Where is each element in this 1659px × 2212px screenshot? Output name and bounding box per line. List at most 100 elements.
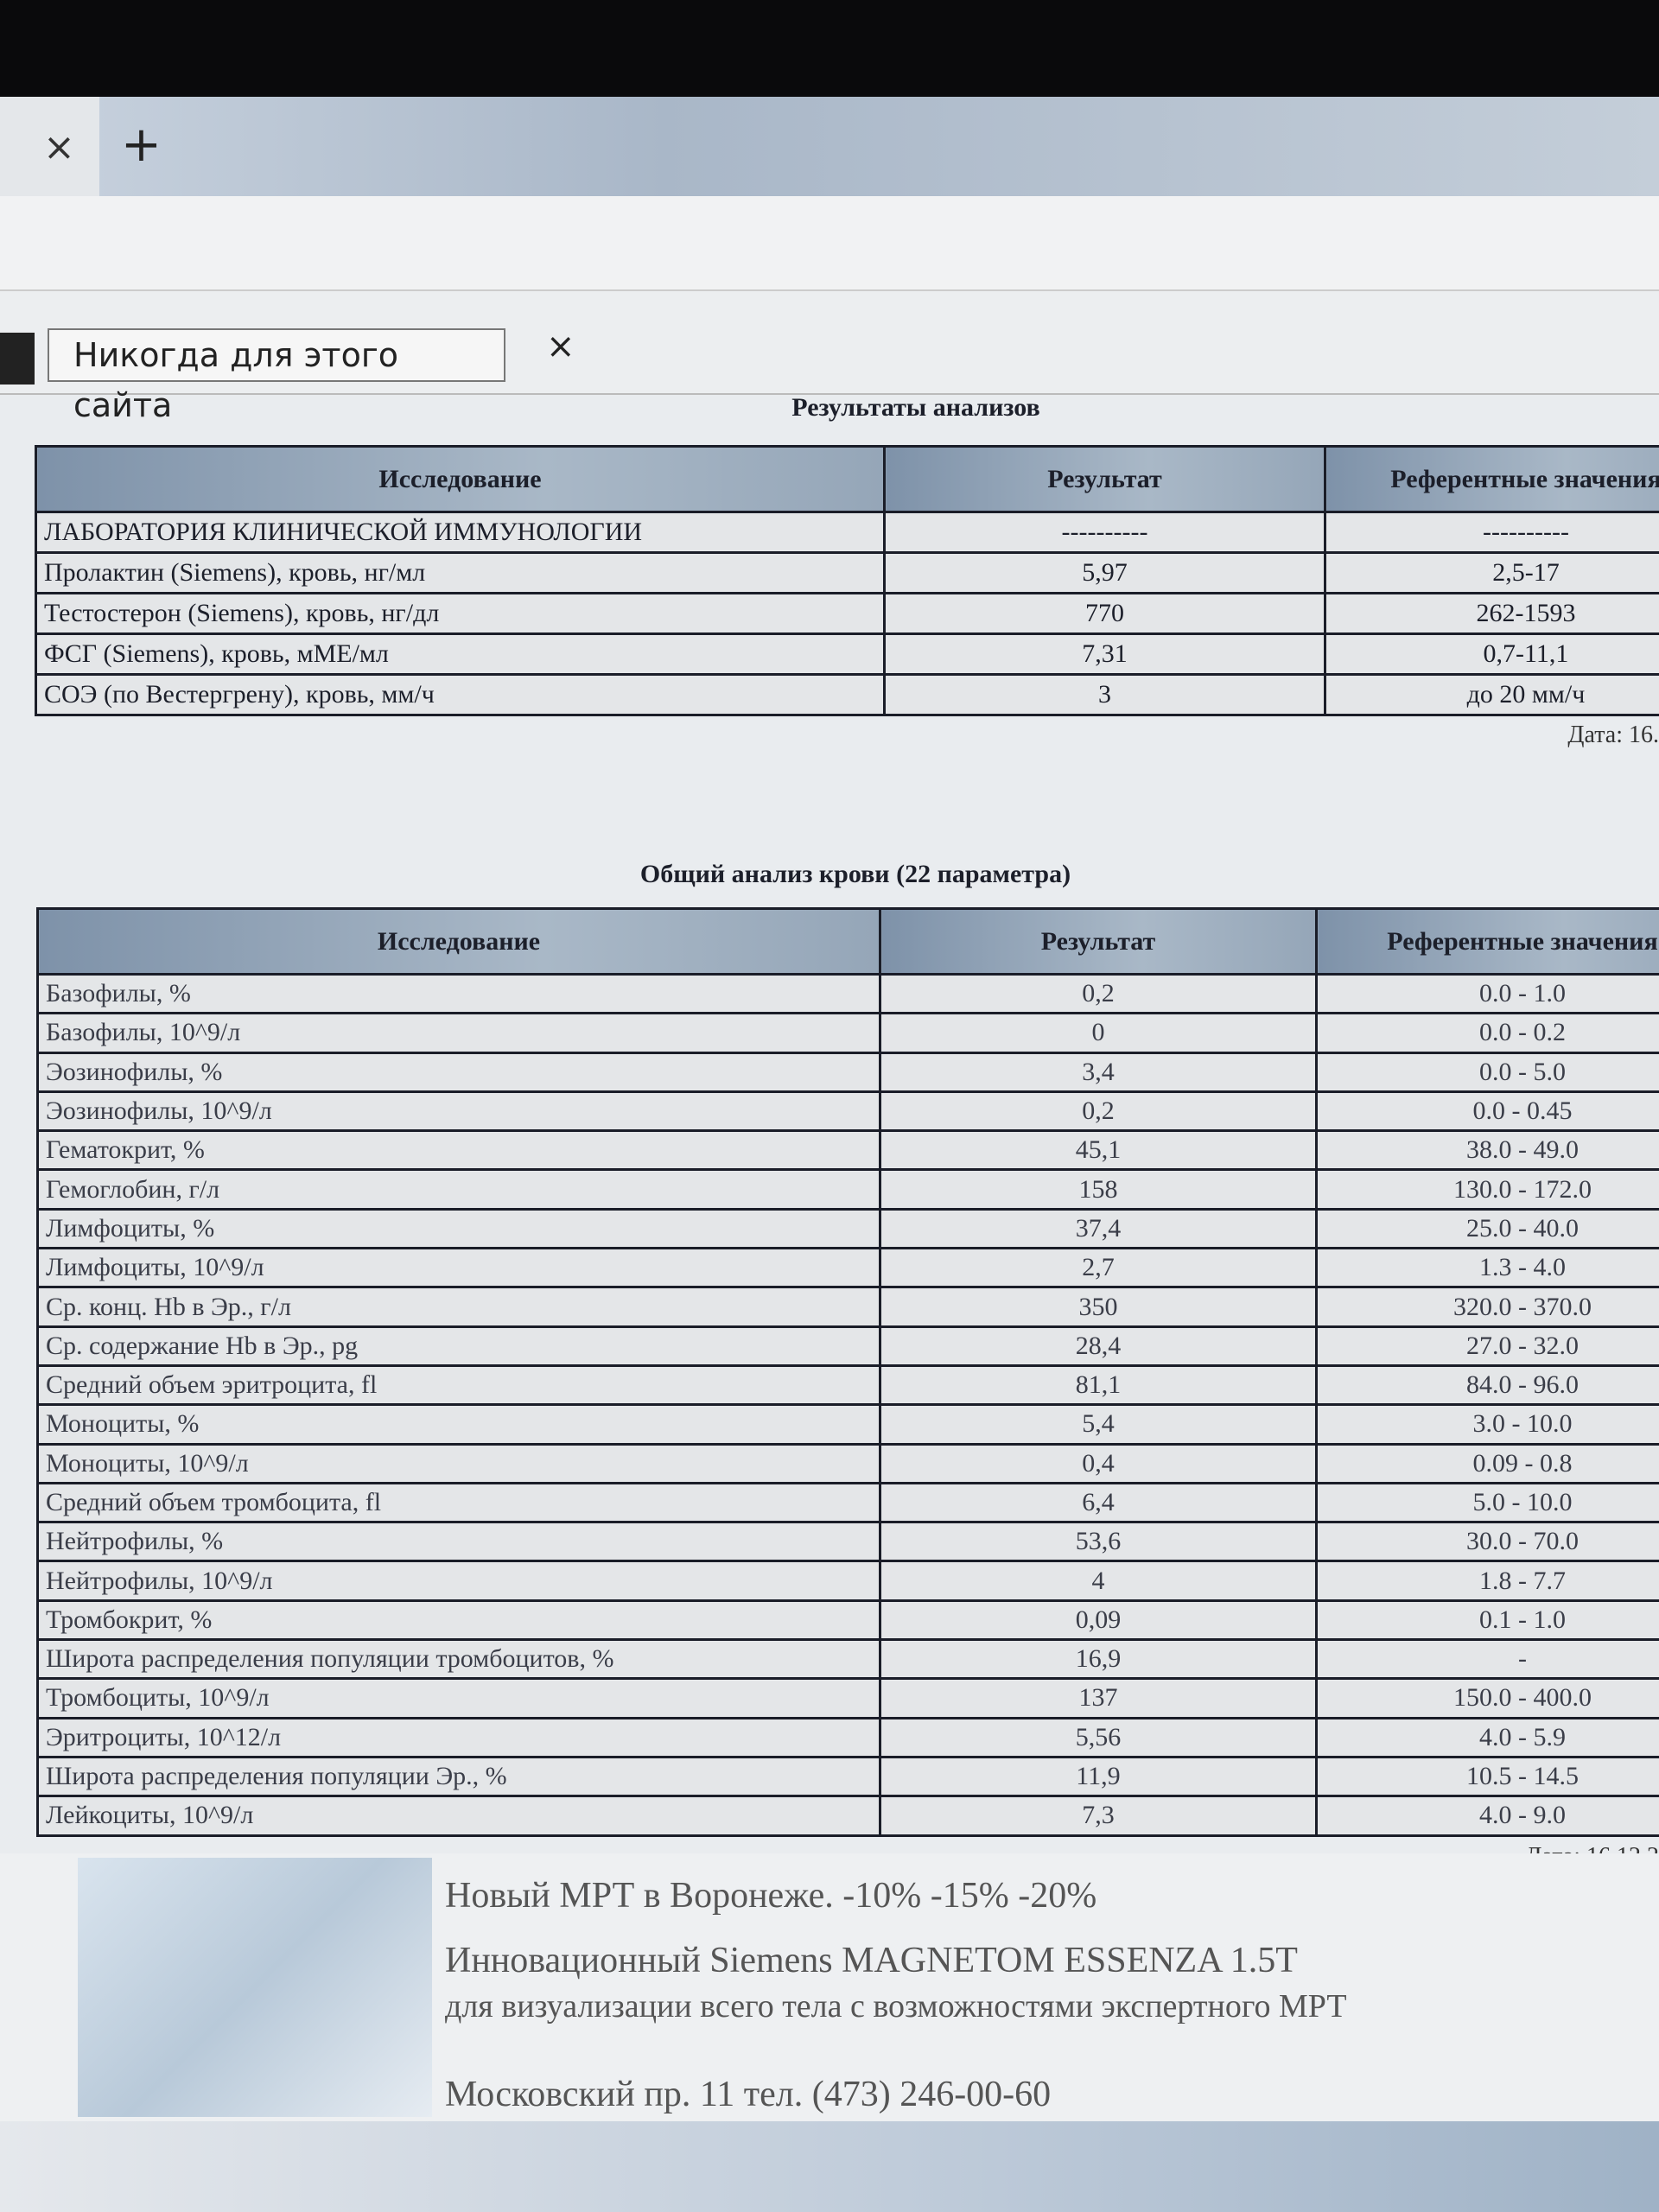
- ad-image: [78, 1858, 432, 2117]
- result-value: 7,31: [883, 632, 1326, 676]
- table-row: Моноциты, 10^9/л 0,4 0.09 - 0.8: [36, 1442, 1659, 1484]
- reference-range: 4.0 - 5.9: [1315, 1716, 1659, 1758]
- result-value: 0,4: [879, 1442, 1318, 1484]
- table-row: Широта распределения популяции Эр., % 11,…: [36, 1755, 1659, 1798]
- result-value: 2,7: [879, 1247, 1318, 1289]
- test-name: Гематокрит, %: [36, 1129, 881, 1172]
- column-header: Исследование: [35, 445, 886, 513]
- table-row: Базофилы, % 0,2 0.0 - 1.0: [36, 972, 1659, 1015]
- result-value: 3,4: [879, 1051, 1318, 1093]
- result-value: 0,09: [879, 1599, 1318, 1642]
- reference-range: 0.09 - 0.8: [1315, 1442, 1659, 1484]
- result-value: 16,9: [879, 1638, 1318, 1681]
- cbc-table: Исследование Результат Референтные значени…: [36, 907, 1659, 1837]
- reference-range: 0.0 - 0.45: [1315, 1090, 1659, 1133]
- reference-range: 25.0 - 40.0: [1315, 1207, 1659, 1250]
- reference-range: 320.0 - 370.0: [1315, 1286, 1659, 1328]
- result-value: 5,97: [883, 551, 1326, 594]
- browser-tab[interactable]: [0, 97, 99, 196]
- column-header: Результат: [883, 445, 1326, 513]
- reference-range: 30.0 - 70.0: [1315, 1521, 1659, 1563]
- test-name: Ср. конц. Hb в Эр., г/л: [36, 1286, 881, 1328]
- table-row: Ср. содержание Hb в Эр., pg 28,4 27.0 - 32…: [36, 1325, 1659, 1367]
- reference-range: 1.8 - 7.7: [1315, 1560, 1659, 1602]
- ad-line[interactable]: Московский пр. 11 тел. (473) 246-00-60: [445, 2075, 1052, 2114]
- test-name: Средний объем тромбоцита, fl: [36, 1481, 881, 1524]
- result-value: 37,4: [879, 1207, 1318, 1250]
- test-name: ФСГ (Siemens), кровь, мМЕ/мл: [35, 632, 886, 676]
- test-name: Гемоглобин, г/л: [36, 1168, 881, 1211]
- result-value: 45,1: [879, 1129, 1318, 1172]
- result-value: 5,4: [879, 1403, 1318, 1446]
- reference-range: 262-1593: [1324, 592, 1659, 635]
- table-row: СОЭ (по Вестергрену), кровь, мм/ч 3 до 20 …: [35, 673, 1659, 716]
- infobar-button-partial[interactable]: [0, 333, 35, 385]
- test-name: Нейтрофилы, %: [36, 1521, 881, 1563]
- table-row: Гемоглобин, г/л 158 130.0 - 172.0: [36, 1168, 1659, 1211]
- never-for-this-site-button[interactable]: Никогда для этого сайта: [48, 328, 505, 424]
- test-name: Тестостерон (Siemens), кровь, нг/дл: [35, 592, 886, 635]
- reference-range: 150.0 - 400.0: [1315, 1677, 1659, 1719]
- table-row: Гематокрит, % 45,1 38.0 - 49.0: [36, 1129, 1659, 1172]
- test-name: Лимфоциты, %: [36, 1207, 881, 1250]
- reference-range: до 20 мм/ч: [1324, 673, 1659, 716]
- result-value: 5,56: [879, 1716, 1318, 1758]
- result-value: ----------: [883, 511, 1326, 554]
- reference-range: 4.0 - 9.0: [1315, 1795, 1659, 1837]
- test-name: Лимфоциты, 10^9/л: [36, 1247, 881, 1289]
- table-row: Лейкоциты, 10^9/л 7,3 4.0 - 9.0: [36, 1795, 1659, 1837]
- reference-range: 10.5 - 14.5: [1315, 1755, 1659, 1798]
- reference-range: 84.0 - 96.0: [1315, 1363, 1659, 1407]
- ad-line[interactable]: Инновационный Siemens MAGNETOM ESSENZA 1…: [445, 1941, 1298, 1980]
- result-value: 137: [879, 1677, 1318, 1719]
- reference-range: 2,5-17: [1324, 551, 1659, 594]
- table-row: Пролактин (Siemens), кровь, нг/мл 5,97 2,5…: [35, 551, 1659, 594]
- result-value: 4: [879, 1560, 1318, 1602]
- table-row: Нейтрофилы, % 53,6 30.0 - 70.0: [36, 1521, 1659, 1563]
- ad-line[interactable]: для визуализации всего тела с возможност…: [445, 1988, 1347, 2024]
- table-row: Средний объем тромбоцита, fl 6,4 5.0 - 10.…: [36, 1481, 1659, 1524]
- reference-range: 0.0 - 5.0: [1315, 1051, 1659, 1093]
- table-row: Средний объем эритроцита, fl 81,1 84.0 - 9…: [36, 1363, 1659, 1407]
- column-header: Референтные значения: [1315, 907, 1659, 976]
- table-row: Лимфоциты, 10^9/л 2,7 1.3 - 4.0: [36, 1247, 1659, 1289]
- test-name: СОЭ (по Вестергрену), кровь, мм/ч: [35, 673, 886, 716]
- test-name: Базофилы, %: [36, 972, 881, 1015]
- result-value: 0: [879, 1012, 1318, 1054]
- tab-strip: [0, 97, 1659, 196]
- result-value: 0,2: [879, 1090, 1318, 1133]
- test-name: Лейкоциты, 10^9/л: [36, 1795, 881, 1837]
- table-row: ЛАБОРАТОРИЯ КЛИНИЧЕСКОЙ ИММУНОЛОГИИ -----…: [35, 511, 1659, 554]
- table-row: Ср. конц. Hb в Эр., г/л 350 320.0 - 370.0: [36, 1286, 1659, 1328]
- test-name: Эозинофилы, %: [36, 1051, 881, 1093]
- infobar-close-icon[interactable]: ×: [546, 327, 575, 366]
- test-name: Эозинофилы, 10^9/л: [36, 1090, 881, 1133]
- close-tab-icon[interactable]: ×: [43, 125, 75, 169]
- table-row: Тромбокрит, % 0,09 0.1 - 1.0: [36, 1599, 1659, 1642]
- test-name: Ср. содержание Hb в Эр., pg: [36, 1325, 881, 1367]
- reference-range: ----------: [1324, 511, 1659, 554]
- table-row: Тестостерон (Siemens), кровь, нг/дл 770 26…: [35, 592, 1659, 635]
- result-value: 53,6: [879, 1521, 1318, 1563]
- reference-range: 27.0 - 32.0: [1315, 1325, 1659, 1367]
- reference-range: 38.0 - 49.0: [1315, 1129, 1659, 1172]
- result-value: 0,2: [879, 972, 1318, 1015]
- result-value: 7,3: [879, 1795, 1318, 1837]
- table-row: ФСГ (Siemens), кровь, мМЕ/мл 7,31 0,7-11,1: [35, 632, 1659, 676]
- reference-range: 0.1 - 1.0: [1315, 1599, 1659, 1642]
- test-name: Тромбокрит, %: [36, 1599, 881, 1642]
- test-name: Средний объем эритроцита, fl: [36, 1363, 881, 1407]
- table-row: Тромбоциты, 10^9/л 137 150.0 - 400.0: [36, 1677, 1659, 1719]
- cbc-title: Общий анализ крови (22 параметра): [639, 860, 1071, 888]
- test-name: Широта распределения популяции тромбоцит…: [36, 1638, 881, 1681]
- ad-line[interactable]: Новый МРТ в Воронеже. -10% -15% -20%: [445, 1876, 1097, 1916]
- new-tab-icon[interactable]: +: [121, 117, 162, 173]
- reference-range: 0,7-11,1: [1324, 632, 1659, 676]
- result-value: 770: [883, 592, 1326, 635]
- table-row: Лимфоциты, % 37,4 25.0 - 40.0: [36, 1207, 1659, 1250]
- screen-bezel: [0, 0, 1659, 97]
- table-row: Эозинофилы, % 3,4 0.0 - 5.0: [36, 1051, 1659, 1093]
- date-label: Дата: 16.: [1567, 721, 1659, 748]
- reference-range: 0.0 - 1.0: [1315, 972, 1659, 1015]
- test-name: Эритроциты, 10^12/л: [36, 1716, 881, 1758]
